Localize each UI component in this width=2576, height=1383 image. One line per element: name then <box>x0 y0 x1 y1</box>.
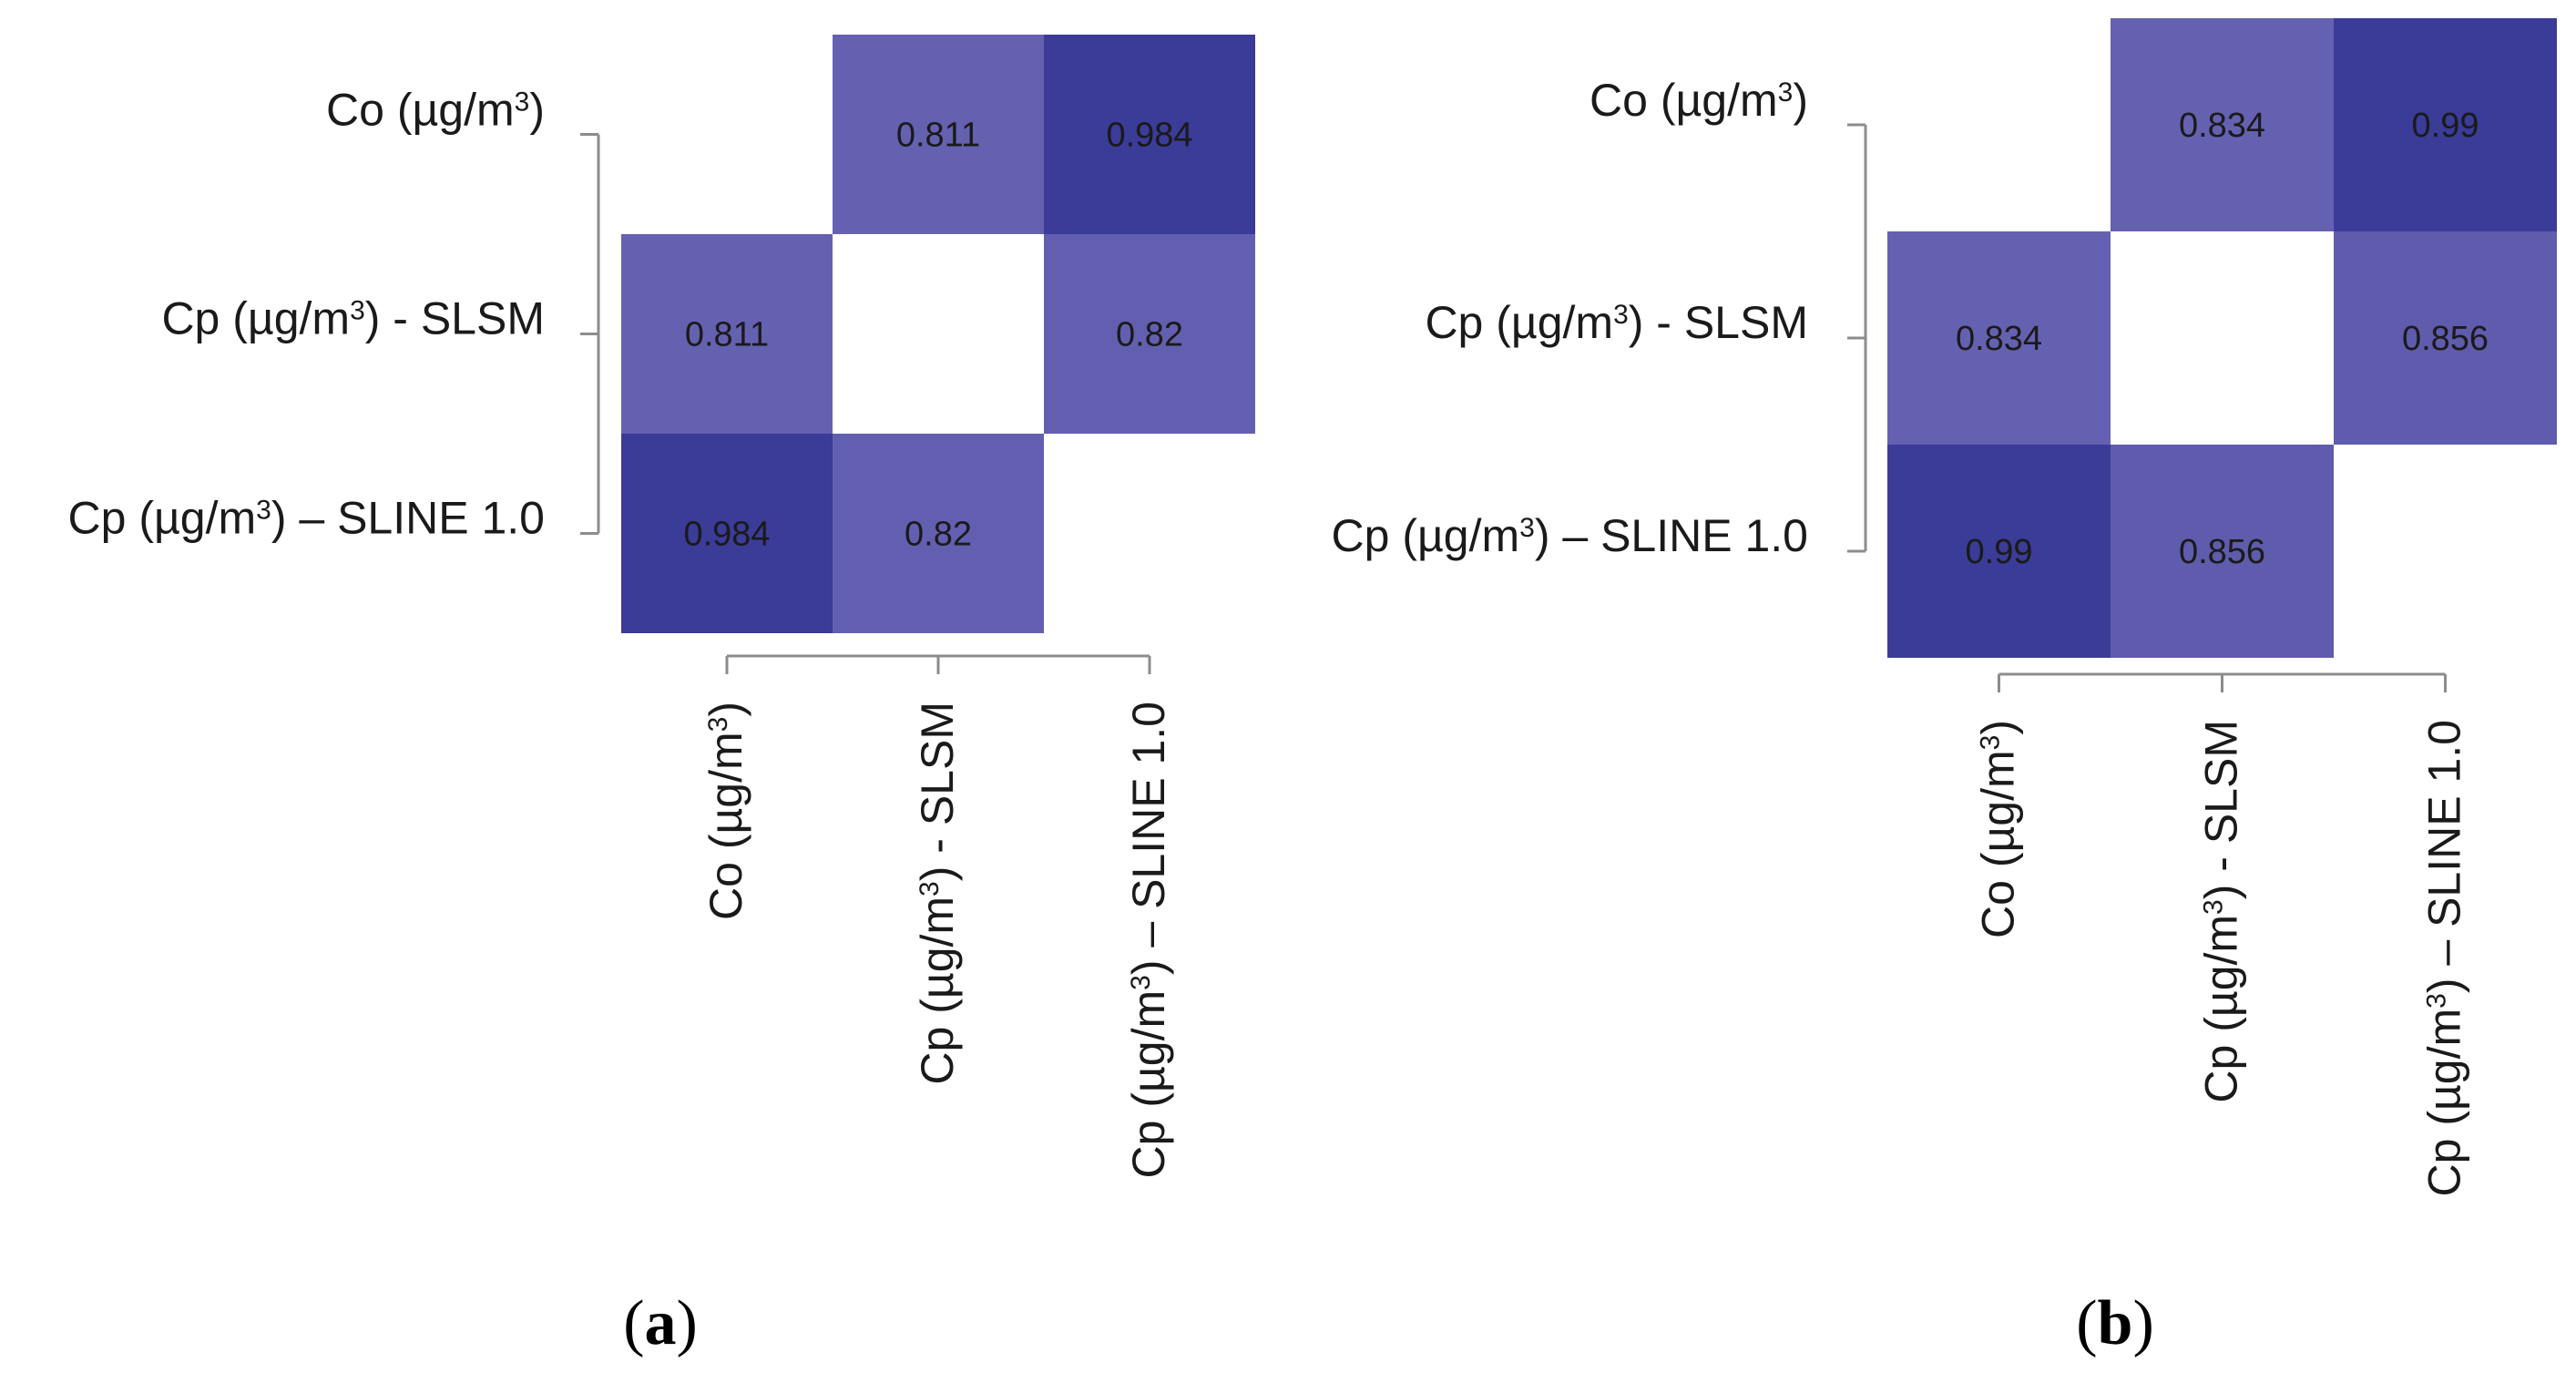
row-label-1: Cp (µg/m3) - SLSM <box>1425 297 1808 348</box>
panel-label-close: ) <box>677 1288 698 1358</box>
label-superscript: 3 <box>1975 735 2005 751</box>
panel-label-letter: a <box>645 1288 677 1358</box>
cell-value-label: 0.834 <box>2179 107 2265 145</box>
label-superscript: 3 <box>515 87 530 117</box>
cell-value-label: 0.856 <box>2179 533 2265 571</box>
label-main: Cp (µg/m <box>1332 510 1520 561</box>
label-main: Cp (µg/m <box>68 493 257 544</box>
label-superscript: 3 <box>1126 975 1156 990</box>
label-superscript: 3 <box>256 495 271 525</box>
label-superscript: 3 <box>1778 77 1794 108</box>
cell-value-label: 0.811 <box>685 316 769 354</box>
heatmap-cell-r1-c0 <box>621 234 833 434</box>
heatmap-cell-r1-c0 <box>1887 231 2111 445</box>
row-label-1: Cp (µg/m3) - SLSM <box>161 293 545 344</box>
label-main: Cp (µg/m <box>161 293 350 344</box>
cell-value-label: 0.82 <box>1116 316 1183 354</box>
row-label-0: Co (µg/m3) <box>1590 75 1808 126</box>
label-superscript: 3 <box>915 881 945 896</box>
panel-label-close: ) <box>2132 1288 2153 1358</box>
label-tail: ) - SLSM <box>2196 720 2247 899</box>
label-tail: ) - SLSM <box>912 702 963 881</box>
cell-value-label: 0.856 <box>2402 320 2489 358</box>
label-tail: ) <box>529 85 545 136</box>
label-main: Cp (µg/m <box>2196 915 2247 1103</box>
col-label-0: Co (µg/m3) <box>700 702 751 920</box>
col-label-2: Cp (µg/m3) – SLINE 1.0 <box>1123 702 1174 1178</box>
label-tail: ) <box>1973 720 2024 735</box>
heatmap-cell-r1-c2 <box>2334 231 2557 445</box>
label-superscript: 3 <box>2421 993 2451 1009</box>
col-label-1: Cp (µg/m3) - SLSM <box>2196 720 2247 1103</box>
cell-value-label: 0.984 <box>683 516 770 554</box>
label-tail: ) – SLINE 1.0 <box>1123 702 1174 975</box>
label-main: Cp (µg/m <box>912 896 963 1085</box>
col-label-2: Cp (µg/m3) – SLINE 1.0 <box>2419 720 2470 1196</box>
cell-value-label: 0.82 <box>905 516 972 554</box>
heatmap-cell-r0-c2 <box>1044 35 1255 234</box>
label-main: Cp (µg/m <box>1123 990 1174 1179</box>
label-main: Co (µg/m <box>326 85 515 136</box>
row-label-2: Cp (µg/m3) – SLINE 1.0 <box>1332 510 1808 561</box>
heatmap-cell-r2-c1 <box>2111 445 2334 658</box>
label-superscript: 3 <box>350 295 365 325</box>
heatmap-cell-r2-c1 <box>833 434 1044 633</box>
panel-label-open: ( <box>2076 1288 2097 1358</box>
label-tail: ) – SLINE 1.0 <box>1535 510 1808 561</box>
heatmap-cell-r2-c0 <box>1887 445 2111 658</box>
cell-value-label: 0.834 <box>1956 320 2042 358</box>
label-main: Co (µg/m <box>1973 750 2024 938</box>
label-tail: ) <box>1793 75 1808 126</box>
row-label-2: Cp (µg/m3) – SLINE 1.0 <box>68 493 545 544</box>
heatmap-cell-r0-c2 <box>2334 18 2557 231</box>
panel-label-b: (b) <box>2076 1288 2154 1358</box>
cell-value-label: 0.811 <box>896 117 980 155</box>
heatmap-cell-r0-c1 <box>2111 18 2334 231</box>
label-tail: ) - SLSM <box>1629 297 1808 348</box>
label-main: Co (µg/m <box>1590 75 1778 126</box>
label-tail: ) – SLINE 1.0 <box>271 493 545 544</box>
col-label-1: Cp (µg/m3) - SLSM <box>912 702 963 1085</box>
cell-value-label: 0.99 <box>2412 107 2479 145</box>
panel-label-letter: b <box>2098 1288 2133 1358</box>
label-tail: ) - SLSM <box>365 293 545 344</box>
heatmap-cell-r2-c0 <box>621 434 833 633</box>
heatmap-cell-r1-c2 <box>1044 234 1255 434</box>
label-main: Cp (µg/m <box>1425 297 1613 348</box>
label-superscript: 3 <box>1613 300 1629 330</box>
cell-value-label: 0.99 <box>1966 533 2033 571</box>
label-tail: ) – SLINE 1.0 <box>2419 720 2470 993</box>
heatmap-cell-r0-c1 <box>833 35 1044 234</box>
panel-label-open: ( <box>623 1288 644 1358</box>
label-superscript: 3 <box>2198 899 2228 915</box>
cell-value-label: 0.984 <box>1106 117 1192 155</box>
label-superscript: 3 <box>1519 513 1535 543</box>
label-main: Co (µg/m <box>700 732 751 920</box>
col-label-0: Co (µg/m3) <box>1973 720 2024 938</box>
label-tail: ) <box>700 702 751 717</box>
panel-label-a: (a) <box>623 1288 698 1358</box>
label-superscript: 3 <box>703 717 733 732</box>
row-label-0: Co (µg/m3) <box>326 85 545 136</box>
label-main: Cp (µg/m <box>2419 1009 2470 1197</box>
